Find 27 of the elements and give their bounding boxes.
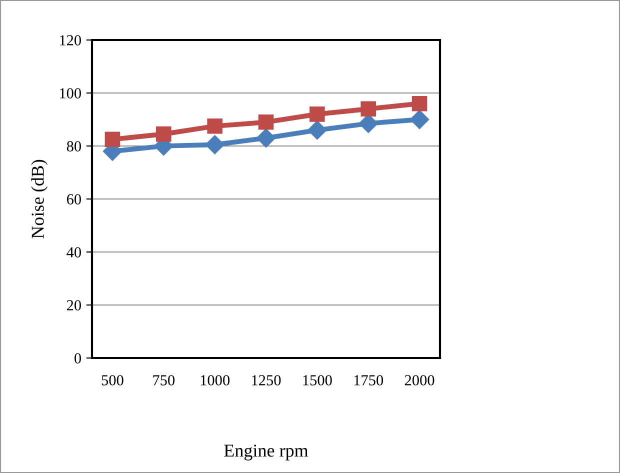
x-tick-label: 1750 — [354, 375, 384, 386]
point — [207, 118, 222, 134]
x-tick-label: 1000 — [200, 375, 230, 386]
point — [310, 106, 325, 122]
y-tick-label: 60 — [66, 194, 81, 204]
point — [104, 132, 120, 148]
y-tick-label: 0 — [74, 353, 81, 364]
x-tick-label: 1500 — [303, 375, 332, 386]
point — [258, 114, 274, 130]
point — [205, 135, 224, 154]
point — [412, 96, 428, 112]
x-tick-label: 1250 — [252, 375, 281, 386]
x-tick-label: 750 — [153, 375, 175, 386]
x-axis-title: Engine rpm — [224, 444, 308, 460]
y-axis-title: Noise (dB) — [31, 160, 48, 238]
point — [308, 120, 327, 140]
x-tick-label: 500 — [102, 375, 124, 386]
y-tick-label: 120 — [60, 35, 81, 46]
x-tick-label: 2000 — [404, 375, 434, 386]
point — [360, 101, 376, 117]
y-tick-label: 40 — [66, 247, 81, 258]
point — [410, 110, 430, 130]
point — [256, 128, 276, 148]
y-tick-label: 80 — [66, 141, 81, 152]
point — [156, 126, 172, 142]
y-tick-label: 100 — [60, 88, 81, 98]
y-tick-label: 20 — [66, 300, 81, 310]
